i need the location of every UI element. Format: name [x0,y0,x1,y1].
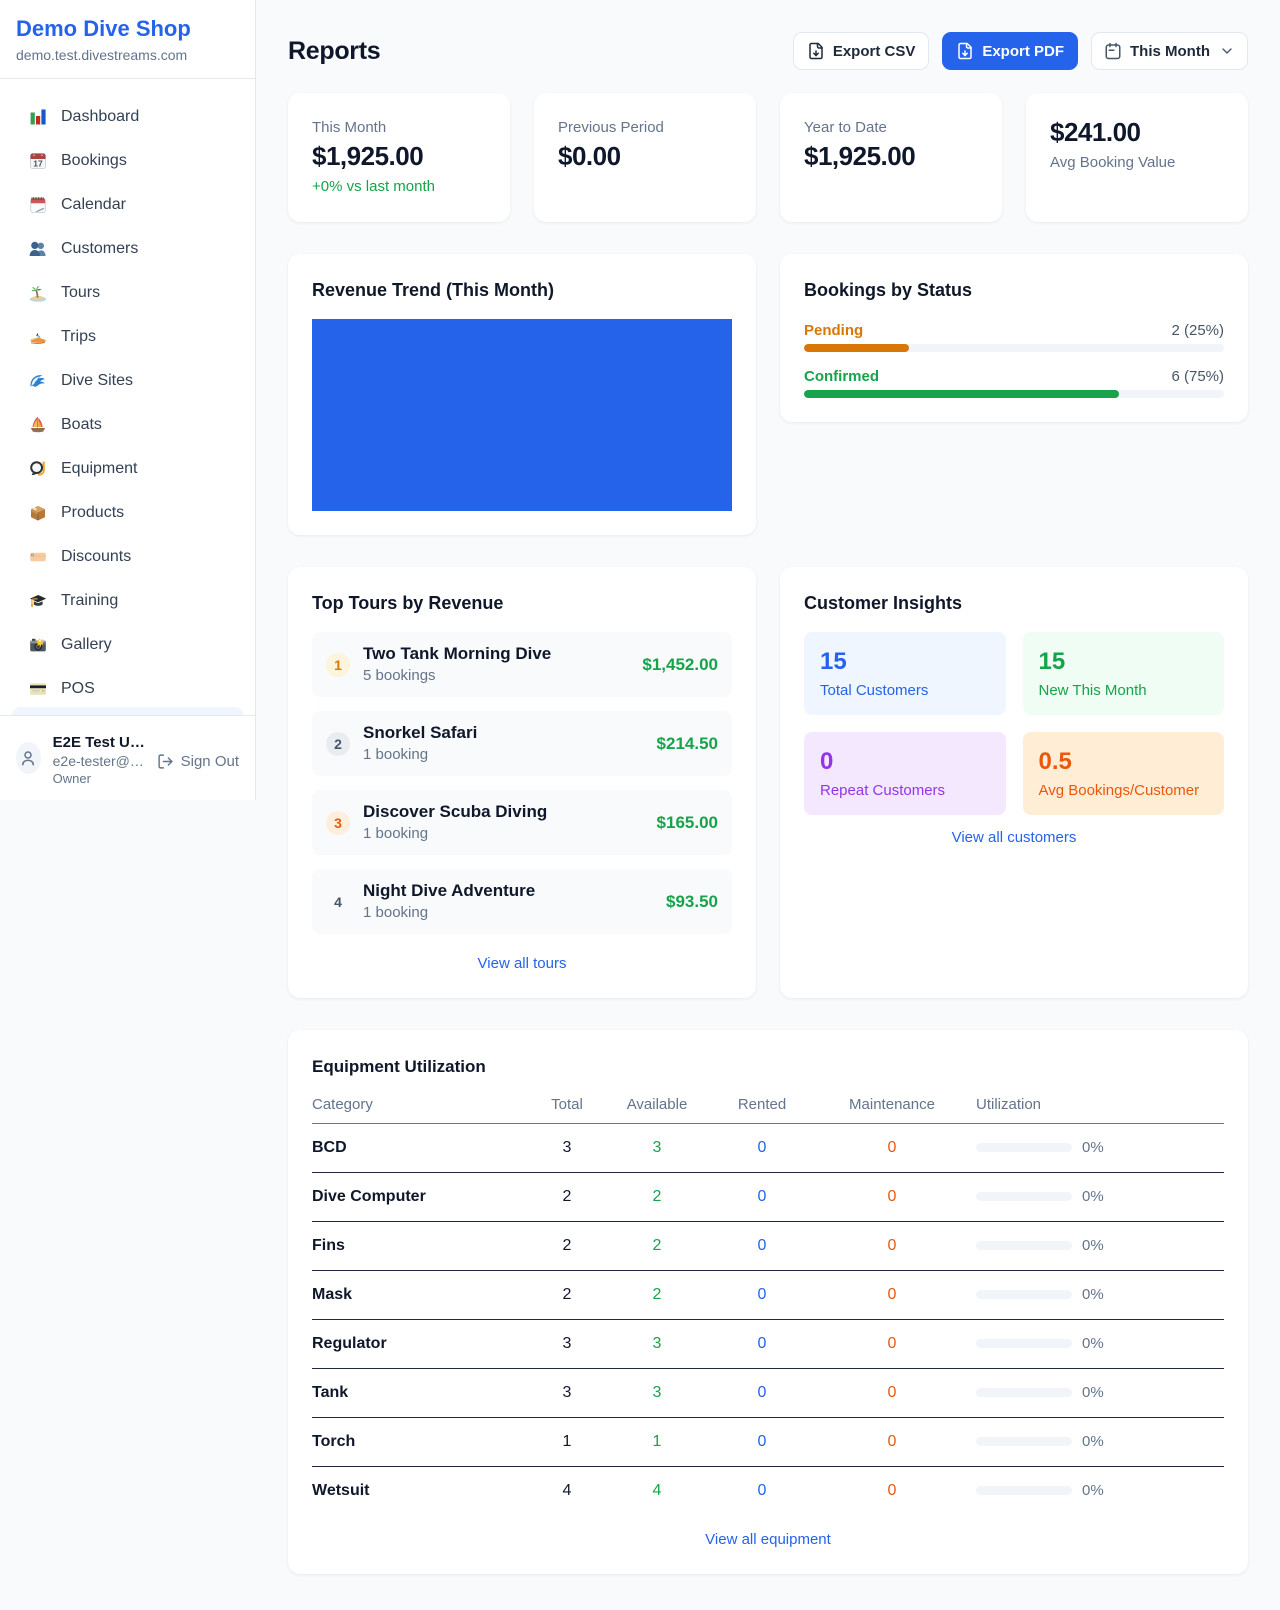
svg-text:17: 17 [33,159,43,169]
